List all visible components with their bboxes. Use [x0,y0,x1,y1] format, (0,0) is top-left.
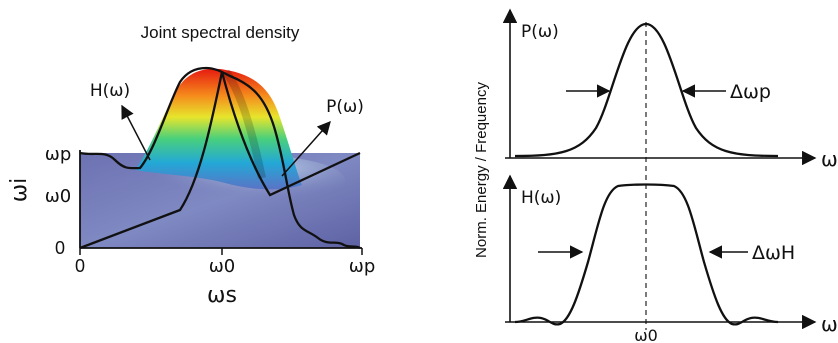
jsd-title: Joint spectral density [141,23,300,42]
p-omega-label: P(ω) [521,22,559,42]
jsd-y-tick-label-w0: ω0 [45,186,72,207]
jsd-x-axis-label: ωs [207,283,237,308]
p-width-label: Δωp [730,81,771,103]
jsd-h-curve [79,66,361,250]
spectra-y-axis-label: Norm. Energy / Frequency [473,82,490,258]
top-x-axis-label: ω [821,147,838,171]
bottom-x-axis-label: ω [821,312,838,336]
jsd-h-callout-arrow [121,104,151,161]
h-width-label: ΔωH [752,242,795,264]
bottom-center-tick-label: ω0 [634,326,658,343]
bottom-plot-h: H(ω) ΔωH ω ω0 [502,174,838,343]
jsd-x-tick-label-w0: ω0 [209,256,236,277]
spectra-panel: Norm. Energy / Frequency P(ω) Δωp ω H(ω)… [473,8,838,343]
jsd-p-curve [79,71,361,250]
h-omega-label: H(ω) [521,188,561,208]
jsd-x-tick-label-wp: ωp [349,256,376,277]
jsd-y-axis-label: ωi [7,178,32,203]
jsd-x-tick-label-0: 0 [75,256,85,276]
jsd-p-callout: P(ω) [326,97,364,117]
jsd-y-tick-label-wp: ωp [45,144,72,165]
top-plot-p: P(ω) Δωp ω [502,8,838,171]
jsd-surface-shade [222,69,266,179]
jsd-p-callout-arrow [281,120,331,177]
p-omega-curve [514,22,779,158]
joint-spectral-density-panel: Joint spectral density 0 ω0 ωp ωp ω0 0 ω… [7,23,375,308]
jsd-h-callout: H(ω) [90,81,130,101]
h-omega-curve [514,183,779,326]
jsd-y-tick-label-0: 0 [55,238,65,258]
